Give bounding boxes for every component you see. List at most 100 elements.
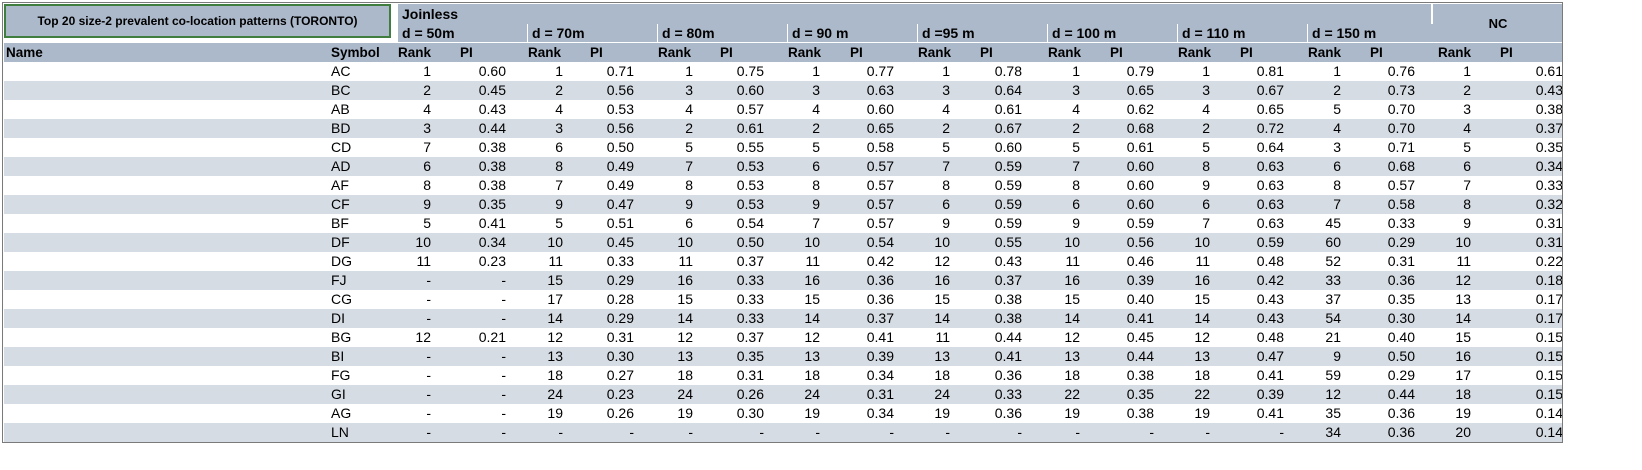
pi-cell[interactable]: 0.37 [994, 272, 1022, 288]
rank-cell[interactable]: 54 [1325, 310, 1341, 326]
pi-cell[interactable]: 0.60 [1126, 196, 1154, 212]
pi-cell[interactable]: 0.59 [994, 196, 1022, 212]
pi-cell[interactable]: 0.34 [866, 405, 894, 421]
pi-cell[interactable]: 0.40 [1387, 329, 1415, 345]
pi-cell[interactable]: 0.63 [1256, 196, 1284, 212]
pi-cell[interactable]: 0.56 [606, 120, 634, 136]
rank-cell[interactable]: 6 [812, 158, 820, 174]
rank-cell[interactable]: 18 [1455, 386, 1471, 402]
pi-cell[interactable]: - [629, 424, 634, 440]
rank-cell[interactable]: 9 [812, 196, 820, 212]
rank-cell[interactable]: 15 [1064, 291, 1080, 307]
rank-cell[interactable]: 3 [685, 82, 693, 98]
table-row[interactable]: DI - - 14 0.29 14 0.33 14 0.37 14 0.38 14 0.41 14 0.43… [4, 309, 1563, 328]
rank-cell[interactable]: 19 [677, 405, 693, 421]
rank-cell[interactable]: 6 [423, 158, 431, 174]
table-row[interactable]: FJ - - 15 0.29 16 0.33 16 0.36 16 0.37 16 0.39 16 0.42… [4, 271, 1563, 290]
rank-cell[interactable]: 12 [1325, 386, 1341, 402]
rank-cell[interactable]: 14 [1064, 310, 1080, 326]
pi-cell[interactable]: 0.30 [736, 405, 764, 421]
rank-cell[interactable]: 10 [1455, 234, 1471, 250]
pi-cell[interactable]: 0.31 [866, 386, 894, 402]
rank-cell[interactable]: 45 [1325, 215, 1341, 231]
rank-cell[interactable]: 22 [1064, 386, 1080, 402]
pi-cell[interactable]: 0.77 [866, 63, 894, 79]
table-row[interactable]: BC 2 0.45 2 0.56 3 0.60 3 0.63 3 0.64 3 0.65 3 0.67 2 0.… [4, 81, 1563, 100]
table-row[interactable]: AG - - 19 0.26 19 0.30 19 0.34 19 0.36 19 0.38 19 0.41… [4, 404, 1563, 423]
pi-cell[interactable]: 0.35 [1387, 291, 1415, 307]
name-cell[interactable] [6, 100, 326, 119]
pi-cell[interactable]: 0.64 [1256, 139, 1284, 155]
rank-cell[interactable]: 11 [1065, 253, 1080, 269]
pi-cell[interactable]: 0.53 [736, 177, 764, 193]
rank-cell[interactable]: 33 [1325, 272, 1341, 288]
table-row[interactable]: AC 1 0.60 1 0.71 1 0.75 1 0.77 1 0.78 1 0.79 1 0.81 1 0.… [4, 62, 1563, 81]
rank-cell[interactable]: 2 [1072, 120, 1080, 136]
pi-cell[interactable]: 0.60 [478, 63, 506, 79]
pi-cell[interactable]: 0.73 [1387, 82, 1415, 98]
symbol-cell[interactable]: DG [331, 253, 352, 269]
pi-cell[interactable]: - [501, 405, 506, 421]
pi-cell[interactable]: 0.57 [866, 158, 894, 174]
pi-cell[interactable]: 0.56 [1126, 234, 1154, 250]
pi-cell[interactable]: 0.61 [1535, 63, 1563, 79]
pi-cell[interactable]: 0.31 [606, 329, 634, 345]
rank-cell[interactable]: - [815, 424, 820, 440]
rank-cell[interactable]: 12 [415, 329, 431, 345]
pi-cell[interactable]: 0.35 [1535, 139, 1563, 155]
rank-cell[interactable]: 7 [685, 158, 693, 174]
table-row[interactable]: AF 8 0.38 7 0.49 8 0.53 8 0.57 8 0.59 8 0.60 9 0.63 8 0.… [4, 176, 1563, 195]
pi-cell[interactable]: 0.76 [1387, 63, 1415, 79]
pi-cell[interactable]: 0.57 [866, 196, 894, 212]
pi-cell[interactable]: 0.36 [866, 291, 894, 307]
pi-cell[interactable]: 0.36 [1387, 424, 1415, 440]
rank-cell[interactable]: - [945, 424, 950, 440]
rank-cell[interactable]: - [426, 272, 431, 288]
pi-cell[interactable]: 0.31 [1535, 215, 1563, 231]
rank-cell[interactable]: 9 [1072, 215, 1080, 231]
pi-cell[interactable]: 0.41 [1256, 367, 1284, 383]
pi-cell[interactable]: 0.43 [1535, 82, 1563, 98]
pi-cell[interactable]: 0.38 [1535, 101, 1563, 117]
rank-cell[interactable]: 35 [1325, 405, 1341, 421]
rank-cell[interactable]: 9 [555, 196, 563, 212]
pi-cell[interactable]: 0.23 [606, 386, 634, 402]
pi-cell[interactable]: 0.55 [994, 234, 1022, 250]
pi-cell[interactable]: 0.41 [866, 329, 894, 345]
rank-cell[interactable]: 16 [934, 272, 950, 288]
name-cell[interactable] [6, 271, 326, 290]
pi-cell[interactable]: 0.58 [866, 139, 894, 155]
rank-cell[interactable]: 7 [423, 139, 431, 155]
pi-cell[interactable]: 0.47 [606, 196, 634, 212]
pi-cell[interactable]: 0.21 [478, 329, 506, 345]
table-row[interactable]: BG 12 0.21 12 0.31 12 0.37 12 0.41 11 0.44 12 0.45 12… [4, 328, 1563, 347]
rank-cell[interactable]: 7 [1072, 158, 1080, 174]
name-cell[interactable] [6, 290, 326, 309]
rank-cell[interactable]: 6 [1463, 158, 1471, 174]
pi-cell[interactable]: 0.34 [1535, 158, 1563, 174]
rank-cell[interactable]: 2 [1463, 82, 1471, 98]
rank-cell[interactable]: 4 [1463, 120, 1471, 136]
pi-cell[interactable]: 0.33 [994, 386, 1022, 402]
rank-cell[interactable]: 5 [685, 139, 693, 155]
symbol-cell[interactable]: CF [331, 196, 350, 212]
rank-cell[interactable]: 2 [423, 82, 431, 98]
symbol-cell[interactable]: BD [331, 120, 351, 136]
pi-cell[interactable]: 0.54 [866, 234, 894, 250]
pi-cell[interactable]: 0.49 [606, 158, 634, 174]
pi-cell[interactable]: 0.61 [736, 120, 764, 136]
rank-cell[interactable]: 15 [677, 291, 693, 307]
pi-cell[interactable]: 0.31 [736, 367, 764, 383]
table-row[interactable]: BF 5 0.41 5 0.51 6 0.54 7 0.57 9 0.59 9 0.59 7 0.63 45 0… [4, 214, 1563, 233]
rank-cell[interactable]: 8 [1333, 177, 1341, 193]
rank-cell[interactable]: 8 [1202, 158, 1210, 174]
pi-cell[interactable]: 0.42 [866, 253, 894, 269]
pi-cell[interactable]: 0.39 [866, 348, 894, 364]
pi-cell[interactable]: 0.36 [994, 367, 1022, 383]
rank-cell[interactable]: 12 [547, 329, 563, 345]
rank-cell[interactable]: 8 [812, 177, 820, 193]
rank-cell[interactable]: 24 [547, 386, 563, 402]
pi-cell[interactable]: 0.38 [1126, 367, 1154, 383]
symbol-cell[interactable]: BG [331, 329, 352, 345]
rank-cell[interactable]: 5 [812, 139, 820, 155]
